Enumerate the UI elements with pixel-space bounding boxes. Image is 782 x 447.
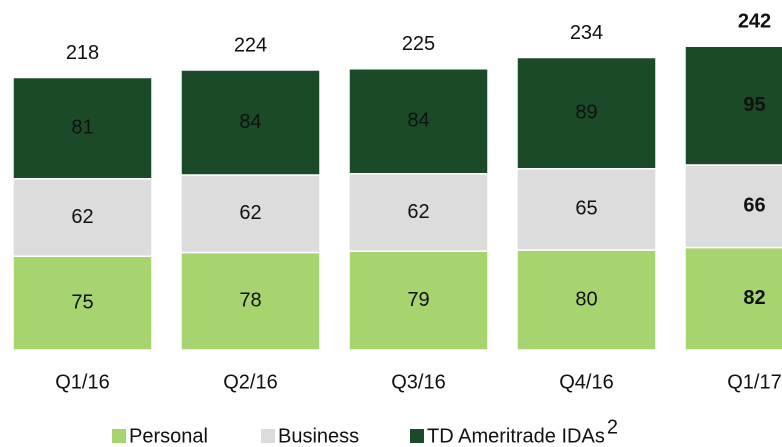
legend-footnote: 2 bbox=[607, 416, 618, 438]
legend-label: TD Ameritrade IDAs bbox=[427, 425, 605, 447]
bar-segment bbox=[516, 168, 657, 251]
bar-segment bbox=[516, 249, 657, 351]
bar-segment bbox=[180, 69, 321, 176]
bar-segment bbox=[12, 255, 153, 351]
bar-segment bbox=[684, 246, 782, 351]
bar-segment bbox=[180, 174, 321, 254]
data-label: 80 bbox=[575, 288, 597, 310]
bar-segment bbox=[684, 164, 782, 249]
bar-segment bbox=[348, 68, 489, 175]
data-label: 95 bbox=[743, 94, 765, 116]
total-label: 218 bbox=[66, 42, 99, 64]
x-tick-label: Q3/16 bbox=[391, 371, 445, 393]
data-label: 65 bbox=[575, 198, 597, 220]
data-label: 89 bbox=[575, 101, 597, 123]
bar-segment bbox=[348, 173, 489, 252]
legend-swatch bbox=[261, 429, 275, 443]
data-label: 62 bbox=[71, 206, 93, 228]
data-label: 84 bbox=[407, 110, 429, 132]
bar-segment bbox=[12, 178, 153, 257]
legend-swatch bbox=[112, 429, 126, 443]
x-tick-label: Q1/16 bbox=[55, 371, 109, 393]
bar-segment bbox=[180, 251, 321, 351]
data-label: 75 bbox=[71, 291, 93, 313]
data-label: 82 bbox=[743, 287, 765, 309]
data-label: 81 bbox=[71, 116, 93, 138]
x-tick-label: Q4/16 bbox=[559, 371, 613, 393]
x-tick-label: Q2/16 bbox=[223, 371, 277, 393]
x-tick-label: Q1/17 bbox=[727, 371, 781, 393]
legend-label: Business bbox=[278, 425, 359, 447]
legend-swatch bbox=[410, 429, 424, 443]
total-label: 234 bbox=[570, 22, 603, 44]
total-label: 242 bbox=[738, 11, 771, 33]
bar-segment bbox=[348, 250, 489, 351]
data-label: 78 bbox=[239, 290, 261, 312]
data-label: 79 bbox=[407, 289, 429, 311]
data-label: 62 bbox=[407, 201, 429, 223]
data-label: 62 bbox=[239, 202, 261, 224]
total-label: 224 bbox=[234, 34, 267, 56]
total-label: 225 bbox=[402, 33, 435, 55]
bar-segment bbox=[516, 56, 657, 170]
data-label: 66 bbox=[743, 195, 765, 217]
data-label: 84 bbox=[239, 111, 261, 133]
bar-segment bbox=[12, 76, 153, 180]
legend-label: Personal bbox=[129, 425, 208, 447]
bar-segment bbox=[684, 45, 782, 166]
